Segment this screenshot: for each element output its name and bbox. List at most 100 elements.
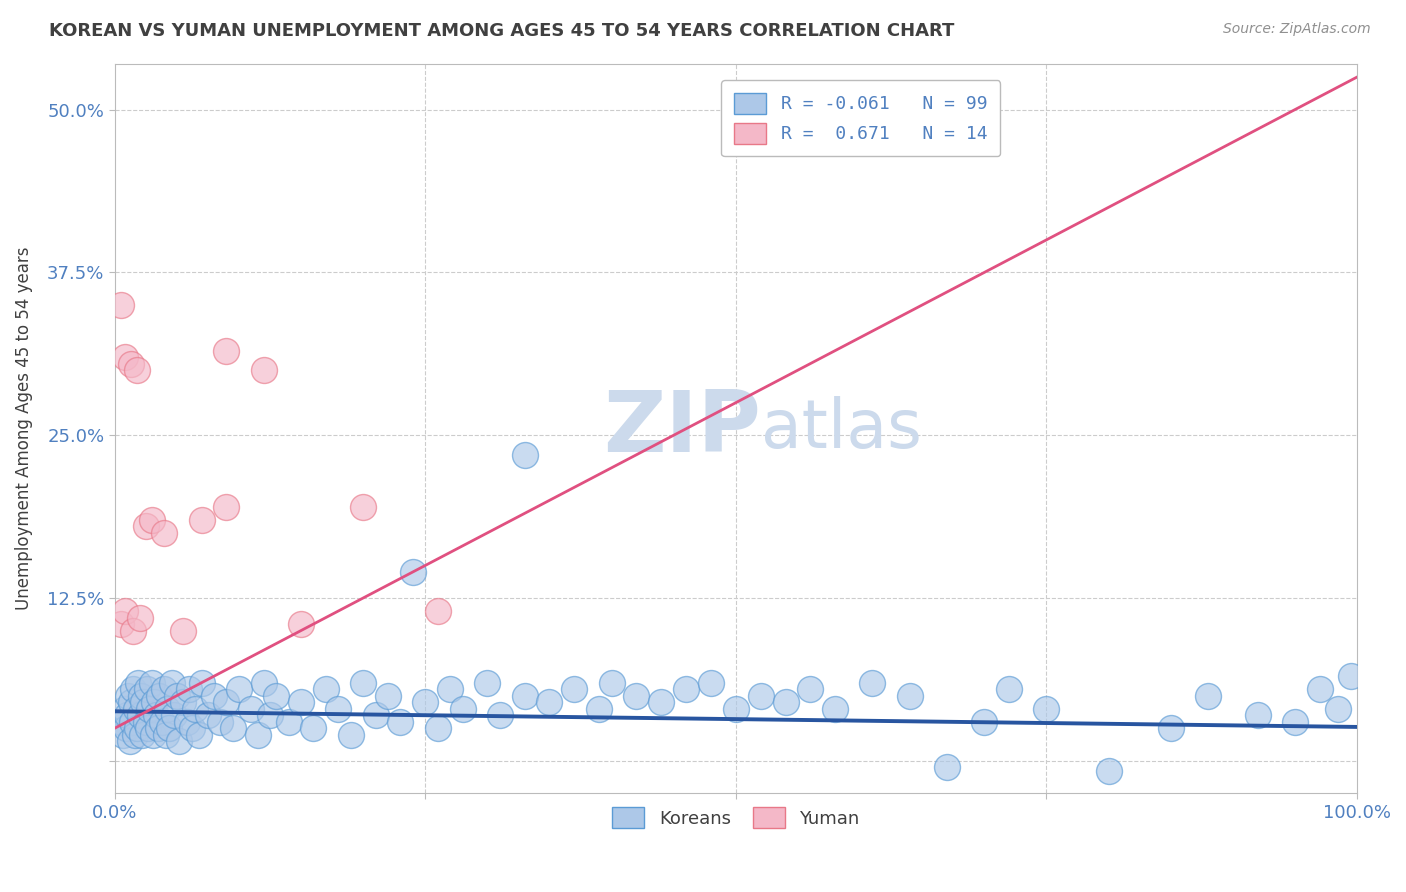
Point — [538, 695, 561, 709]
Point — [998, 682, 1021, 697]
Point — [588, 702, 610, 716]
Point — [141, 675, 163, 690]
Point — [1309, 682, 1331, 697]
Point — [156, 702, 179, 716]
Point — [824, 702, 846, 716]
Point — [1340, 669, 1362, 683]
Point — [215, 695, 238, 709]
Point — [150, 714, 173, 729]
Point — [110, 298, 132, 312]
Point — [115, 708, 138, 723]
Point — [259, 708, 281, 723]
Point — [153, 682, 176, 697]
Point — [114, 604, 136, 618]
Point — [172, 624, 194, 638]
Point — [513, 689, 536, 703]
Point — [184, 702, 207, 716]
Point — [215, 500, 238, 514]
Point — [142, 728, 165, 742]
Point — [1246, 708, 1268, 723]
Point — [799, 682, 821, 697]
Point — [176, 714, 198, 729]
Text: Source: ZipAtlas.com: Source: ZipAtlas.com — [1223, 22, 1371, 37]
Point — [157, 721, 180, 735]
Point — [562, 682, 585, 697]
Point — [160, 675, 183, 690]
Point — [131, 728, 153, 742]
Point — [626, 689, 648, 703]
Point — [352, 500, 374, 514]
Point — [749, 689, 772, 703]
Point — [898, 689, 921, 703]
Point — [120, 357, 142, 371]
Point — [413, 695, 436, 709]
Point — [190, 675, 212, 690]
Point — [110, 617, 132, 632]
Point — [253, 363, 276, 377]
Point — [439, 682, 461, 697]
Point — [129, 689, 152, 703]
Point — [1035, 702, 1057, 716]
Point — [936, 760, 959, 774]
Point — [125, 702, 148, 716]
Point — [190, 513, 212, 527]
Point — [477, 675, 499, 690]
Point — [253, 675, 276, 690]
Point — [112, 728, 135, 742]
Point — [114, 350, 136, 364]
Point — [775, 695, 797, 709]
Point — [246, 728, 269, 742]
Point — [215, 343, 238, 358]
Point — [240, 702, 263, 716]
Point — [426, 721, 449, 735]
Point — [1327, 702, 1350, 716]
Point — [650, 695, 672, 709]
Point — [451, 702, 474, 716]
Point — [600, 675, 623, 690]
Point — [364, 708, 387, 723]
Point — [973, 714, 995, 729]
Point — [110, 714, 132, 729]
Point — [145, 708, 167, 723]
Point — [124, 728, 146, 742]
Point — [163, 708, 186, 723]
Point — [513, 448, 536, 462]
Point — [127, 675, 149, 690]
Point — [377, 689, 399, 703]
Point — [724, 702, 747, 716]
Y-axis label: Unemployment Among Ages 45 to 54 years: Unemployment Among Ages 45 to 54 years — [15, 247, 32, 610]
Point — [169, 734, 191, 748]
Point — [290, 695, 312, 709]
Point — [143, 695, 166, 709]
Point — [389, 714, 412, 729]
Point — [700, 675, 723, 690]
Point — [488, 708, 510, 723]
Point — [135, 714, 157, 729]
Point — [136, 682, 159, 697]
Point — [115, 721, 138, 735]
Point — [117, 689, 139, 703]
Point — [155, 728, 177, 742]
Text: atlas: atlas — [761, 396, 921, 462]
Point — [138, 702, 160, 716]
Point — [132, 695, 155, 709]
Point — [402, 565, 425, 579]
Point — [128, 610, 150, 624]
Point — [228, 682, 250, 697]
Point — [197, 708, 219, 723]
Point — [153, 525, 176, 540]
Legend: Koreans, Yuman: Koreans, Yuman — [605, 800, 868, 836]
Point — [264, 689, 287, 703]
Point — [180, 721, 202, 735]
Point — [136, 721, 159, 735]
Point — [315, 682, 337, 697]
Point — [222, 721, 245, 735]
Text: ZIP: ZIP — [603, 387, 761, 470]
Point — [179, 682, 201, 697]
Point — [148, 689, 170, 703]
Point — [352, 675, 374, 690]
Point — [277, 714, 299, 729]
Point — [125, 363, 148, 377]
Point — [1197, 689, 1219, 703]
Point — [141, 513, 163, 527]
